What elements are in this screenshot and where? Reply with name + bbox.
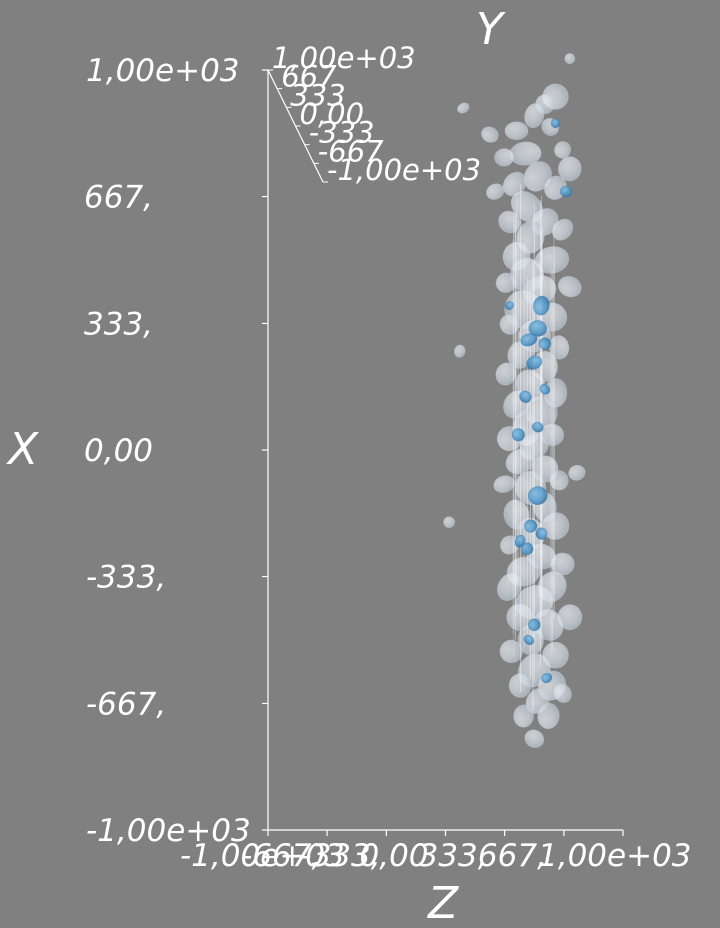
inner-blob xyxy=(527,618,541,632)
x-tick-label: -1,00e+03 xyxy=(86,813,251,849)
outer-blob xyxy=(504,121,529,141)
inner-blob xyxy=(559,185,573,198)
outer-blob xyxy=(568,464,586,481)
outer-blob xyxy=(524,729,545,749)
inner-blob xyxy=(539,383,551,395)
y-tick-label: 1,00e+03 xyxy=(272,41,416,75)
x-axis-title: X xyxy=(6,424,39,475)
outer-blob xyxy=(564,53,576,65)
outer-blob xyxy=(443,516,455,529)
x-tick-label: -333, xyxy=(86,560,166,596)
outer-blob xyxy=(524,103,545,129)
x-axis-ticks: 1,00e+03 667, 333, 0,00 -333, -667, -1,00e+03 xyxy=(84,53,268,849)
y-axis-title: Y xyxy=(476,4,506,55)
inner-blob xyxy=(541,672,553,684)
inner-blob xyxy=(524,519,538,533)
inner-blob xyxy=(526,355,543,370)
outer-blob xyxy=(537,702,560,730)
inner-blob xyxy=(520,333,538,347)
outer-blob xyxy=(493,475,515,494)
inner-blob xyxy=(532,421,544,433)
inner-blob xyxy=(504,301,515,311)
outer-blob xyxy=(553,683,572,703)
y-tick-label: -667 xyxy=(318,134,384,168)
inner-blob xyxy=(538,337,552,350)
z-tick-label: 0,00 xyxy=(360,838,429,874)
outer-blob xyxy=(508,673,532,698)
outer-blob xyxy=(495,272,517,293)
outer-blob xyxy=(557,156,582,182)
x-tick-label: 667, xyxy=(84,180,153,216)
outer-blob xyxy=(552,218,574,241)
y-tick-label: -333 xyxy=(309,116,375,150)
outer-blob xyxy=(457,102,470,114)
outer-blob xyxy=(499,314,520,335)
y-tick-label: 667 xyxy=(281,60,337,94)
x-tick-label: 333, xyxy=(84,306,153,342)
z-tick-label: 333, xyxy=(419,838,488,874)
outer-blob xyxy=(549,470,569,491)
y-tick-label: 0,00 xyxy=(300,97,365,131)
x-tick-label: -667, xyxy=(86,686,166,722)
inner-blob xyxy=(519,390,532,403)
outer-blob xyxy=(513,704,534,728)
inner-blob xyxy=(535,527,548,540)
z-tick-label: -333, xyxy=(300,838,380,874)
outer-blob xyxy=(453,344,466,358)
outer-blob xyxy=(557,275,582,298)
z-tick-label: -667, xyxy=(241,838,321,874)
inner-blob xyxy=(550,118,561,129)
outer-blob xyxy=(554,141,572,159)
z-tick-label: 667, xyxy=(478,838,547,874)
z-tick-label: -1,00e+03 xyxy=(180,838,345,874)
outer-blob xyxy=(486,183,505,200)
point-cloud-layer xyxy=(443,53,586,749)
inner-isosurface xyxy=(504,118,573,684)
inner-blob xyxy=(514,534,526,548)
outer-blob xyxy=(500,535,519,555)
inner-blob xyxy=(511,428,525,442)
z-tick-label: 1,00e+03 xyxy=(538,838,692,874)
inner-blob xyxy=(527,486,548,506)
outer-blob xyxy=(498,210,521,234)
x-tick-label: 0,00 xyxy=(84,433,153,469)
axes-layer: 1,00e+03667,333,0,00-333,-667,-1,00e+03 … xyxy=(6,4,692,928)
inner-blob xyxy=(523,634,535,646)
outer-blob xyxy=(481,126,499,143)
inner-blob xyxy=(533,295,550,316)
y-tick-label: -1,00e+03 xyxy=(327,153,481,187)
outer-blob xyxy=(494,148,515,167)
y-tick-label: 333 xyxy=(290,78,345,112)
x-tick-label: 1,00e+03 xyxy=(86,53,240,89)
outer-blob xyxy=(499,639,523,664)
z-axis-title: Z xyxy=(427,878,459,928)
